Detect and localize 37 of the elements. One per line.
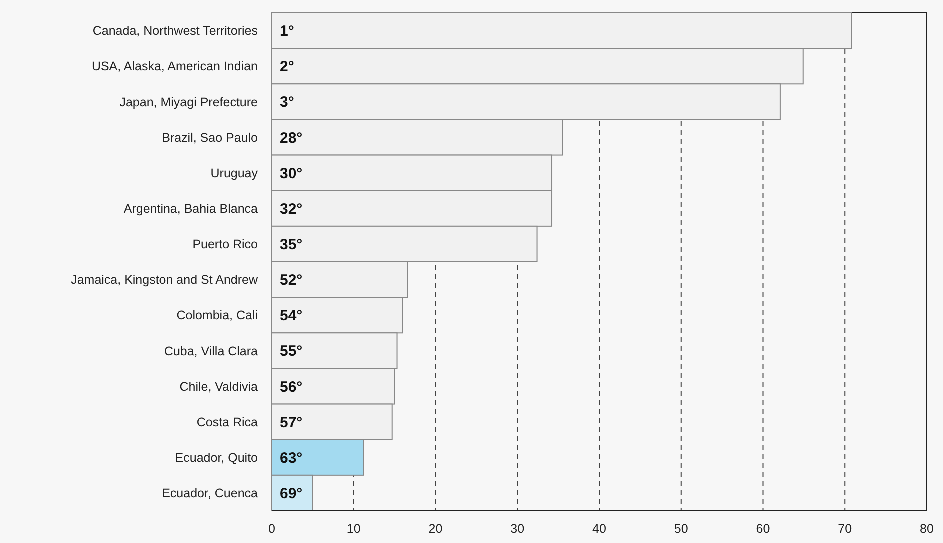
y-tick-label: Uruguay bbox=[210, 166, 259, 180]
x-tick-label: 80 bbox=[920, 522, 934, 536]
x-tick-label: 0 bbox=[268, 522, 276, 536]
y-tick-label: Chile, Valdivia bbox=[180, 380, 258, 394]
y-tick-label: USA, Alaska, American Indian bbox=[92, 60, 258, 74]
x-tick-label: 30 bbox=[510, 522, 525, 536]
annotation: 56° bbox=[280, 378, 303, 396]
y-tick-label: Jamaica, Kingston and St Andrew bbox=[71, 273, 259, 288]
y-tick-label: Brazil, Sao Paulo bbox=[162, 130, 258, 145]
y-tick-label: Costa Rica bbox=[196, 415, 258, 430]
annotation: 69° bbox=[280, 485, 303, 502]
x-tick-label: 20 bbox=[428, 522, 443, 536]
annotation: 28° bbox=[280, 130, 303, 147]
y-tick-label: Ecuador, Quito bbox=[175, 451, 258, 466]
y-tick-label: Canada, Northwest Territories bbox=[92, 24, 258, 38]
x-tick-label: 70 bbox=[838, 522, 852, 536]
x-tick-label: 50 bbox=[674, 522, 688, 536]
annotation: 32° bbox=[280, 200, 303, 218]
y-tick-label: Cuba, Villa Clara bbox=[164, 344, 258, 358]
annotation: 55° bbox=[280, 343, 303, 360]
annotation: 3° bbox=[280, 94, 294, 112]
x-tick-label: 10 bbox=[346, 522, 361, 536]
x-tick-label: 60 bbox=[756, 522, 770, 536]
annotation: 52° bbox=[280, 272, 303, 290]
annotation: 30° bbox=[280, 165, 303, 182]
y-tick-label: Japan, Miyagi Prefecture bbox=[120, 95, 258, 110]
x-tick-label: 40 bbox=[592, 522, 606, 536]
annotation: 57° bbox=[280, 414, 303, 432]
y-tick-label: Puerto Rico bbox=[192, 238, 258, 252]
annotation: 1° bbox=[280, 23, 294, 40]
annotation: 63° bbox=[280, 450, 303, 467]
y-tick-label: Colombia, Cali bbox=[176, 308, 258, 323]
y-tick-label: Ecuador, Cuenca bbox=[162, 486, 258, 501]
annotation: 35° bbox=[280, 236, 303, 254]
y-tick-label: Argentina, Bahia Blanca bbox=[124, 202, 258, 216]
annotation: 2° bbox=[280, 58, 294, 76]
annotation: 54° bbox=[280, 308, 303, 325]
